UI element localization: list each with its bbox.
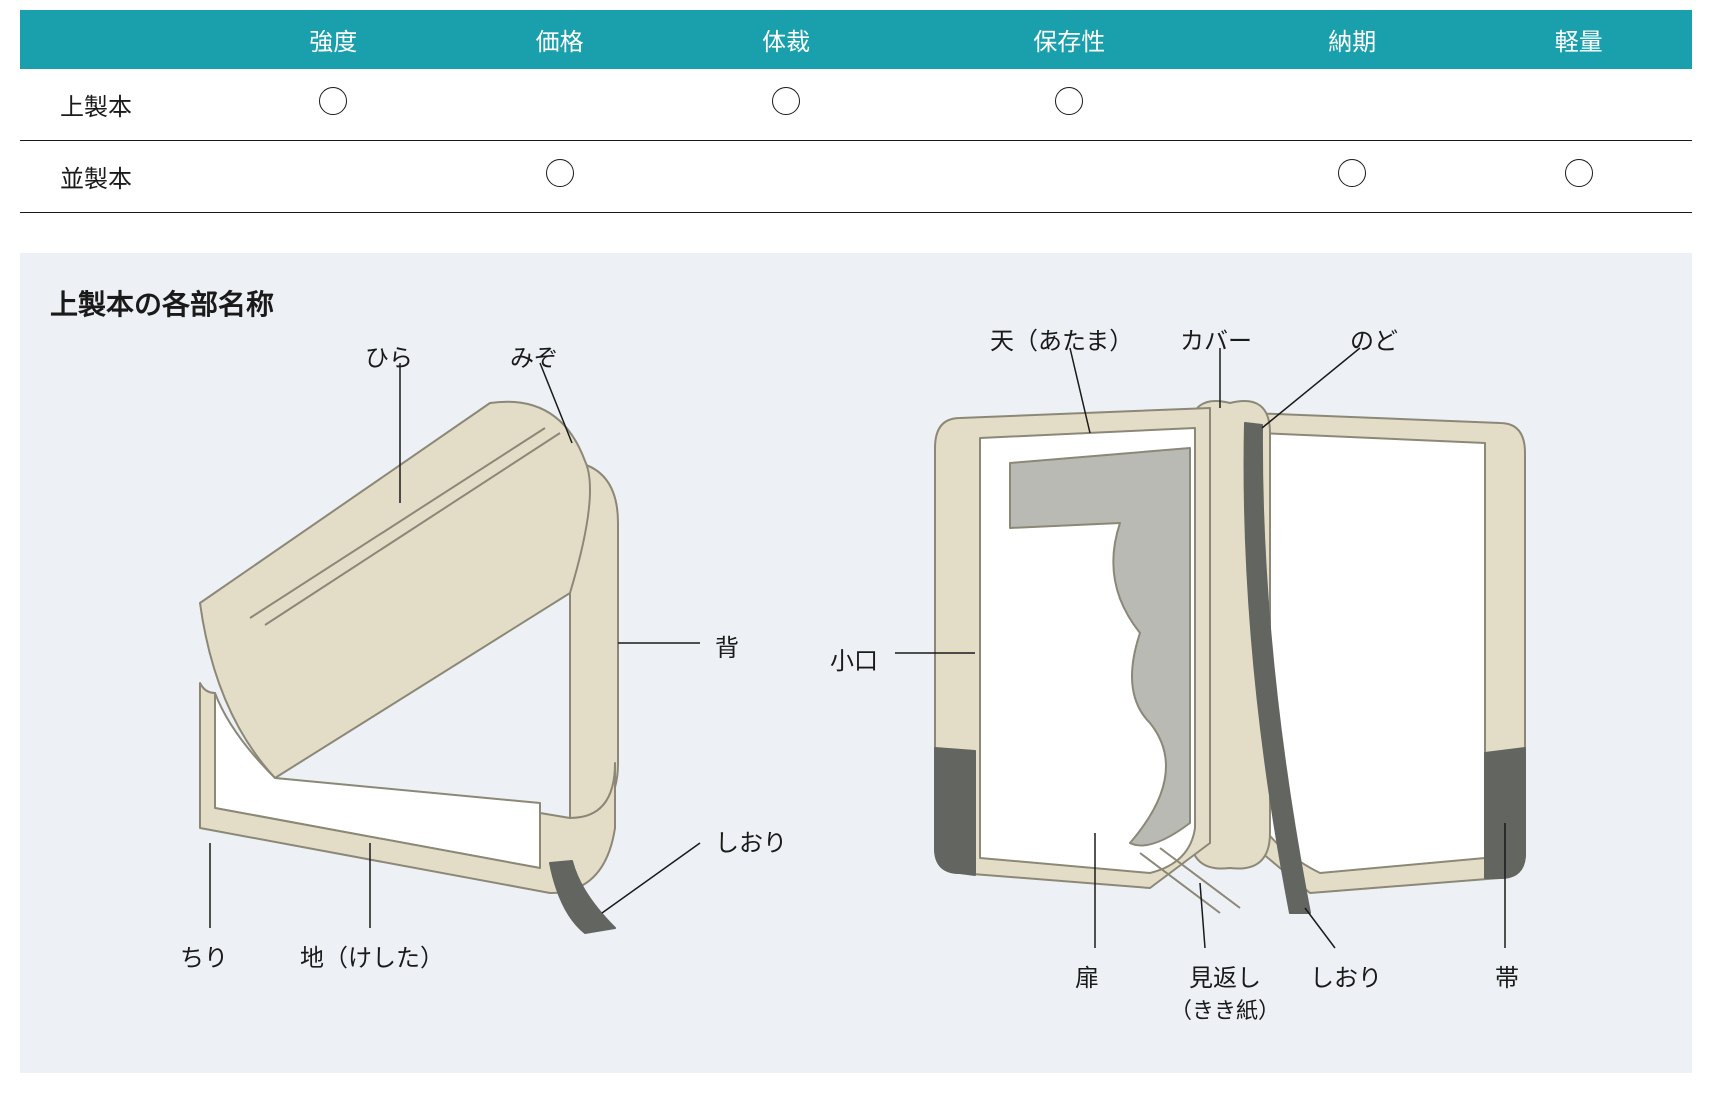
label-nodo: のど	[1350, 321, 1398, 356]
diagram-panel: 上製本の各部名称	[20, 253, 1692, 1073]
table-row: 並製本	[20, 141, 1692, 213]
cell	[446, 141, 672, 213]
row-label: 上製本	[20, 69, 220, 141]
label-mikaeshi-main: 見返し	[1189, 965, 1261, 992]
col-blank	[20, 10, 220, 69]
label-obi: 帯	[1495, 958, 1519, 993]
col-keiryou: 軽量	[1466, 10, 1693, 69]
circle-mark-icon	[772, 87, 800, 115]
label-tobira: 扉	[1075, 958, 1099, 993]
label-ten: 天（あたま）	[990, 321, 1133, 356]
label-shiori-open: しおり	[1310, 958, 1382, 993]
open-book-figure	[890, 353, 1590, 993]
cell	[899, 69, 1239, 141]
cell	[220, 69, 446, 141]
col-teisai: 体裁	[673, 10, 899, 69]
label-chiri: ちり	[180, 938, 228, 973]
col-nouki: 納期	[1239, 10, 1465, 69]
closed-book-figure	[140, 373, 700, 933]
col-kyodo: 強度	[220, 10, 446, 69]
cell	[446, 69, 672, 141]
cell	[899, 141, 1239, 213]
label-hira: ひら	[365, 338, 413, 373]
label-cover: カバー	[1180, 321, 1252, 356]
table-row: 上製本	[20, 69, 1692, 141]
cell	[1466, 141, 1693, 213]
circle-mark-icon	[319, 87, 347, 115]
table-header-row: 強度 価格 体裁 保存性 納期 軽量	[20, 10, 1692, 69]
cell	[1466, 69, 1693, 141]
row-label: 並製本	[20, 141, 220, 213]
circle-mark-icon	[1338, 159, 1366, 187]
cell	[673, 141, 899, 213]
label-mizo: みぞ	[510, 338, 558, 373]
comparison-table: 強度 価格 体裁 保存性 納期 軽量 上製本並製本	[20, 10, 1692, 213]
cell	[1239, 141, 1465, 213]
page: 強度 価格 体裁 保存性 納期 軽量 上製本並製本 上製本の各部名称	[0, 0, 1712, 1103]
circle-mark-icon	[1055, 87, 1083, 115]
circle-mark-icon	[1565, 159, 1593, 187]
cell	[1239, 69, 1465, 141]
label-shiori: しおり	[715, 823, 787, 858]
circle-mark-icon	[546, 159, 574, 187]
col-kakaku: 価格	[446, 10, 672, 69]
col-hozon: 保存性	[899, 10, 1239, 69]
label-se: 背	[715, 628, 739, 663]
label-ji: 地（けした）	[300, 938, 444, 973]
cell	[220, 141, 446, 213]
label-mikaeshi-sub: （きき紙）	[1170, 993, 1280, 1025]
label-koguchi: 小口	[830, 641, 878, 676]
label-mikaeshi: 見返し （きき紙）	[1170, 958, 1280, 1025]
cell	[673, 69, 899, 141]
panel-title: 上製本の各部名称	[50, 283, 1662, 323]
